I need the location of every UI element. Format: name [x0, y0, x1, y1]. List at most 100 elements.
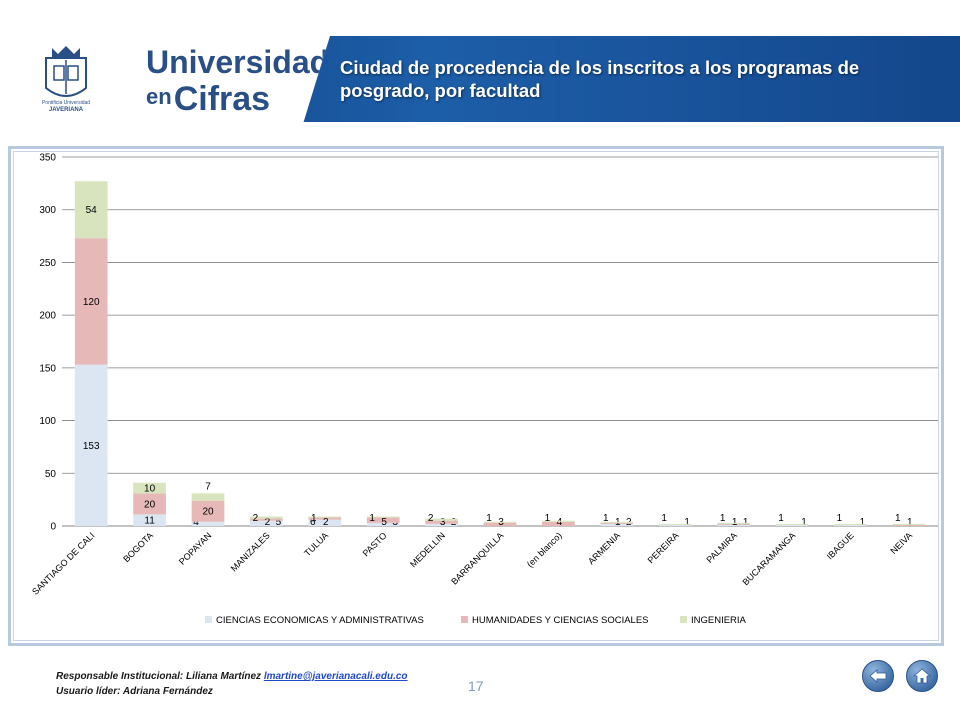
- data-label: 2: [253, 513, 259, 524]
- data-label: 1: [778, 513, 784, 524]
- x-tick-label: BOGOTA: [121, 530, 155, 564]
- legend-label: HUMANIDADES Y CIENCIAS SOCIALES: [472, 615, 649, 626]
- bar-segment: [133, 482, 166, 494]
- bar-segment: [600, 522, 634, 524]
- bar-segment: [425, 520, 458, 524]
- data-label: 7: [205, 481, 211, 492]
- bar-segment: [542, 521, 575, 526]
- data-label: 1: [545, 513, 551, 524]
- legend-swatch: [205, 616, 212, 623]
- y-tick-label: 150: [39, 363, 56, 374]
- bar-segment: [542, 520, 575, 522]
- data-label: 1: [907, 517, 913, 528]
- x-tick-label: PASTO: [361, 530, 389, 558]
- data-label: 1: [486, 513, 492, 524]
- footer-responsible: Responsable Institucional: Liliana Martí…: [56, 671, 408, 682]
- bar-segment: [658, 524, 692, 526]
- x-tick-label: BARRANQUILLA: [449, 530, 505, 586]
- bar-segment: [308, 517, 342, 520]
- back-button[interactable]: [862, 660, 894, 692]
- data-label: 3: [440, 517, 446, 528]
- bar-segment: [834, 523, 867, 525]
- university-crest-icon: Pontificia Universidad JAVERIANA: [42, 46, 90, 113]
- data-label: 120: [83, 297, 100, 308]
- home-button[interactable]: [906, 660, 938, 692]
- responsible-label: Responsable Institucional: Liliana Martí…: [56, 671, 262, 682]
- data-label: 1: [732, 517, 738, 528]
- bar-segment: [250, 516, 283, 519]
- bar-segment: [658, 523, 692, 525]
- svg-text:JAVERIANA: JAVERIANA: [49, 107, 84, 113]
- bar-segment: [133, 493, 166, 515]
- legend-label: INGENIERIA: [691, 615, 747, 626]
- home-icon: [912, 668, 932, 684]
- data-label: 1: [860, 517, 866, 528]
- bar-segment: [834, 524, 867, 526]
- data-label: 1: [684, 517, 690, 528]
- bar-segment: [483, 522, 517, 526]
- data-label: 54: [86, 205, 98, 216]
- footer-leader: Usuario líder: Adriana Fernández: [56, 686, 213, 697]
- x-tick-label: TULUA: [302, 530, 330, 558]
- bar-segment: [74, 181, 108, 239]
- bar-segment: [74, 238, 108, 365]
- bar-segment: [191, 500, 225, 522]
- bar-segment: [366, 516, 400, 518]
- bar-segment: [775, 524, 809, 526]
- bar-segment: [717, 523, 750, 525]
- svg-text:Pontificia Universidad: Pontificia Universidad: [42, 100, 90, 106]
- brand-en: en: [146, 84, 172, 109]
- bar-segment: [366, 517, 400, 523]
- y-tick-label: 100: [39, 416, 56, 427]
- x-tick-label: ARMENIA: [586, 530, 622, 566]
- bar-segment: [250, 520, 283, 526]
- bar-segment: [191, 493, 225, 501]
- bar-segment: [483, 521, 517, 523]
- x-tick-label: IBAGUE: [825, 530, 856, 561]
- bar-segment: [600, 523, 634, 526]
- data-label: 1: [661, 513, 667, 524]
- legend-label: CIENCIAS ECONOMICAS Y ADMINISTRATIVAS: [216, 615, 424, 626]
- legend-swatch: [680, 616, 687, 623]
- data-label: 1: [720, 513, 726, 524]
- data-label: 1: [837, 513, 843, 524]
- data-label: 1: [801, 517, 807, 528]
- x-tick-label: BUCARAMANGA: [740, 530, 797, 587]
- bar-segment: [892, 523, 926, 525]
- data-label: 5: [381, 517, 387, 528]
- y-tick-label: 50: [45, 469, 57, 480]
- bar-segment: [775, 523, 809, 525]
- bar-segment: [425, 523, 458, 526]
- chart-frame-inner: [13, 151, 939, 641]
- x-tick-label: POPAYAN: [177, 530, 213, 566]
- y-tick-label: 0: [50, 522, 56, 533]
- bar-segment: [308, 519, 342, 526]
- chart-frame: [8, 146, 944, 646]
- y-tick-label: 200: [39, 311, 56, 322]
- x-tick-label: SANTIAGO DE CALI: [30, 530, 96, 596]
- data-label: 2: [323, 517, 329, 528]
- data-label: 5: [276, 517, 282, 528]
- responsible-email-link[interactable]: lmartine@javerianacali.edu.co: [263, 671, 408, 682]
- bar-segment: [366, 522, 400, 526]
- bar-segment: [74, 364, 108, 526]
- legend-swatch: [461, 616, 468, 623]
- data-label: 1: [311, 513, 317, 524]
- data-label: 20: [202, 507, 214, 518]
- bar-segment: [425, 518, 458, 521]
- bar-segment: [717, 522, 750, 524]
- x-tick-label: (en blanco): [525, 530, 564, 569]
- data-label: 2: [428, 513, 434, 524]
- data-label: 1: [743, 517, 749, 528]
- brand-line-1: Universidad: [146, 44, 330, 80]
- data-label: 11: [144, 516, 155, 527]
- data-label: 10: [144, 484, 156, 495]
- data-label: 4: [557, 517, 563, 528]
- bar-segment: [308, 516, 342, 518]
- data-label: 1: [369, 513, 375, 524]
- bar-segment: [717, 524, 750, 526]
- data-label: 4: [193, 517, 199, 528]
- x-tick-label: PEREIRA: [646, 530, 681, 565]
- data-label: 6: [310, 517, 316, 528]
